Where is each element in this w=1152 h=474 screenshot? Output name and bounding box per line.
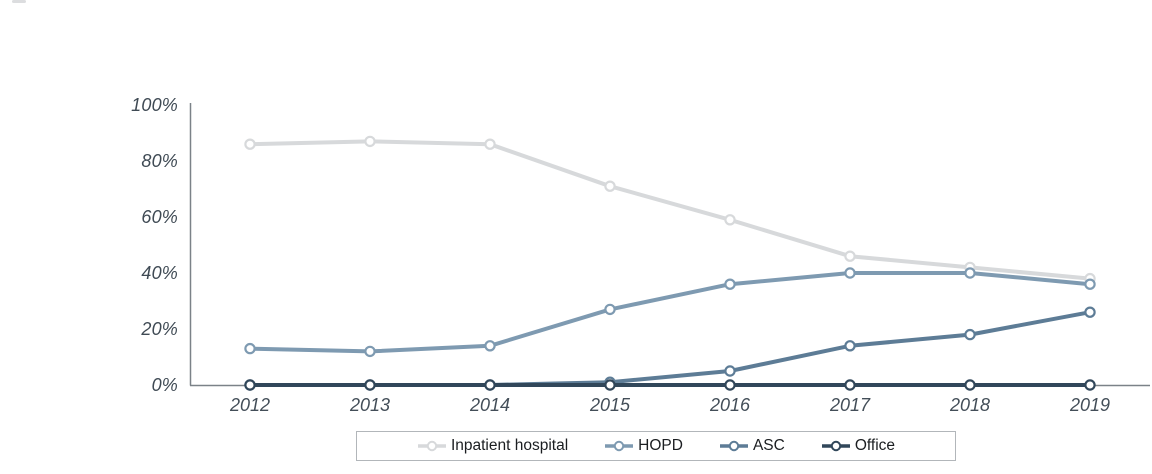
y-tick-label-20-: 20% (141, 319, 178, 339)
legend-item-inpatient-hospital: Inpatient hospital (417, 437, 568, 455)
data-point-hopd-2017 (844, 267, 856, 279)
y-tick-label-60-: 60% (141, 207, 178, 227)
x-tick-label-2016: 2016 (709, 395, 751, 415)
legend-marker-hopd-icon (605, 440, 634, 452)
data-point-asc-2017 (844, 340, 856, 352)
x-tick-label-2014: 2014 (469, 395, 511, 415)
x-tick-label-2019: 2019 (1069, 395, 1111, 415)
data-point-asc-2019 (1084, 306, 1096, 318)
data-point-office-2015 (604, 379, 616, 391)
data-point-office-2016 (724, 379, 736, 391)
data-point-hopd-2018 (964, 267, 976, 279)
legend-label-hopd: HOPD (638, 437, 683, 454)
data-point-office-2018 (964, 379, 976, 391)
data-point-inpatient-hospital-2017 (844, 250, 856, 262)
x-tick-label-2015: 2015 (589, 395, 631, 415)
legend-marker-inpatient-hospital-icon (417, 440, 446, 452)
x-tick-label-2013: 2013 (349, 395, 391, 415)
data-point-office-2012 (244, 379, 256, 391)
series-line-asc (248, 310, 1092, 387)
y-tick-label-80-: 80% (141, 151, 178, 171)
data-point-asc-2018 (964, 328, 976, 341)
y-tick-label-100-: 100% (131, 95, 178, 115)
y-tick-label-40-: 40% (141, 263, 178, 283)
data-point-inpatient-hospital-2012 (244, 138, 256, 150)
series-line-inpatient-hospital (248, 139, 1092, 281)
data-point-hopd-2016 (724, 278, 736, 290)
data-point-office-2013 (364, 379, 376, 391)
chart-legend: Inpatient hospital HOPD ASC Office (356, 431, 956, 461)
x-tick-label-2012: 2012 (229, 395, 271, 415)
data-point-hopd-2012 (244, 342, 256, 355)
legend-marker-asc-icon (719, 440, 748, 452)
data-point-hopd-2019 (1084, 278, 1096, 290)
data-point-hopd-2013 (364, 345, 376, 358)
data-point-office-2019 (1084, 379, 1096, 391)
series-line-hopd (248, 271, 1092, 354)
top-left-artifact (12, 0, 26, 3)
y-tick-label-0-: 0% (151, 375, 178, 395)
legend-label-asc: ASC (752, 437, 785, 454)
legend-item-office: Office (821, 437, 895, 455)
data-point-office-2014 (484, 379, 496, 391)
x-tick-label-2017: 2017 (829, 395, 871, 415)
data-point-hopd-2014 (484, 340, 496, 352)
x-tick-label-2018: 2018 (949, 395, 991, 415)
legend-item-hopd: HOPD (604, 437, 683, 455)
legend-label-office: Office (854, 437, 896, 454)
axes (189, 103, 1150, 387)
legend-label-inpatient-hospital: Inpatient hospital (450, 437, 569, 454)
legend-item-asc: ASC (719, 437, 785, 455)
data-point-hopd-2015 (604, 303, 616, 316)
data-point-inpatient-hospital-2015 (604, 180, 616, 192)
data-point-inpatient-hospital-2016 (724, 214, 736, 226)
data-point-inpatient-hospital-2013 (364, 135, 376, 148)
data-point-office-2017 (844, 379, 856, 391)
data-point-asc-2016 (724, 365, 736, 377)
legend-marker-office-icon (821, 440, 850, 452)
data-point-inpatient-hospital-2014 (484, 138, 496, 150)
